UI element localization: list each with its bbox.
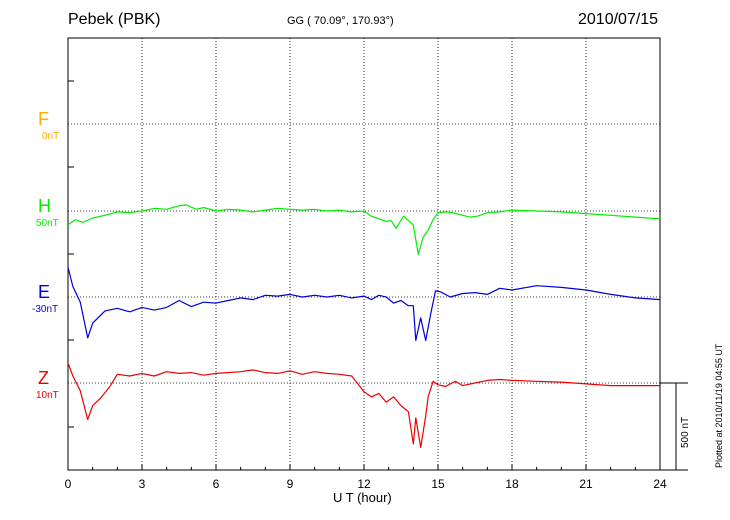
x-tick-label: 12 <box>357 477 371 491</box>
scale-bar-label: 500 nT <box>680 416 691 448</box>
channel-z-label: Z <box>38 368 49 388</box>
channel-z-baseline: 10nT <box>36 390 59 401</box>
series-z-line <box>67 362 660 448</box>
x-tick-label: 6 <box>213 477 220 491</box>
x-tick-label: 3 <box>139 477 146 491</box>
grid-lines <box>68 38 660 470</box>
channel-e-baseline: -30nT <box>32 304 59 315</box>
station-title: Pebek (PBK) <box>68 11 161 28</box>
x-axis-ticks: 0 3 6 9 12 15 18 21 24 <box>65 37 667 491</box>
chart-date: 2010/07/15 <box>578 11 659 28</box>
geo-coordinates: GG ( 70.09°, 170.93°) <box>287 15 394 27</box>
x-tick-label: 15 <box>431 477 445 491</box>
channel-h-baseline: 50nT <box>36 218 59 229</box>
x-tick-label: 24 <box>653 477 667 491</box>
scale-bar <box>660 382 688 471</box>
channel-h-label: H <box>38 196 51 216</box>
x-axis-title: U T (hour) <box>333 490 392 505</box>
channel-f-label: F <box>38 109 49 129</box>
data-traces <box>67 204 661 448</box>
x-tick-label: 18 <box>505 477 519 491</box>
series-h-line <box>67 204 661 256</box>
channel-e-label: E <box>38 282 51 302</box>
x-tick-label: 9 <box>287 477 294 491</box>
series-e-line <box>67 267 661 342</box>
x-tick-label: 21 <box>579 477 593 491</box>
plotted-timestamp: Plotted at 2010/11/19 04:55 UT <box>714 343 724 468</box>
channel-f-baseline: 0nT <box>42 131 60 142</box>
x-tick-label: 0 <box>65 477 72 491</box>
